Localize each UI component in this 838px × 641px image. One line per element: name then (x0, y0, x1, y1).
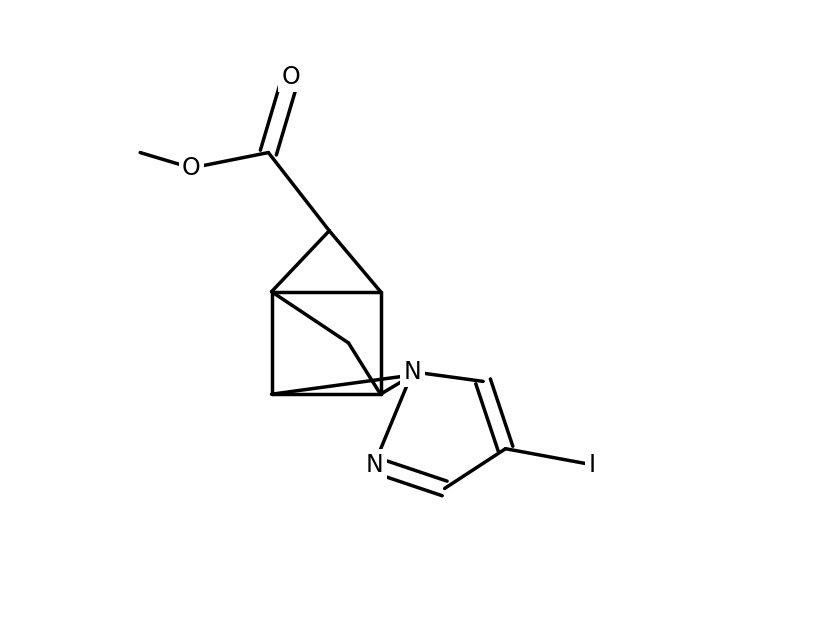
Text: N: N (404, 360, 422, 384)
Text: O: O (182, 156, 201, 180)
Text: N: N (365, 453, 383, 477)
Text: O: O (282, 65, 300, 89)
Text: I: I (588, 453, 596, 477)
